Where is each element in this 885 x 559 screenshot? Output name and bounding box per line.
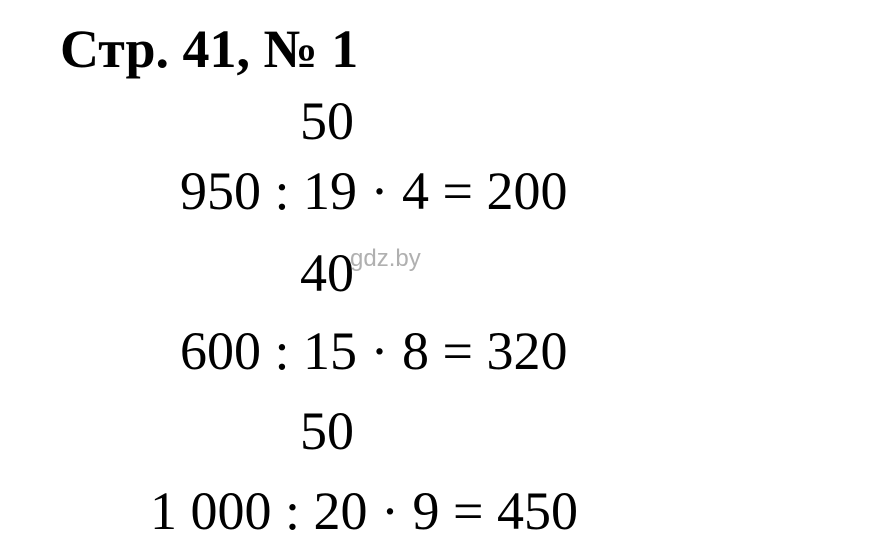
calc-3-equation: 1 000 : 20 · 9 = 450 [150,480,578,542]
calc-1-equation: 950 : 19 · 4 = 200 [180,160,567,222]
page: Стр. 41, № 1 50 950 : 19 · 4 = 200 40 gd… [0,0,885,559]
calc-3-intermediate: 50 [300,400,354,462]
calc-2-intermediate: 40 [300,242,354,304]
calc-2-equation: 600 : 15 · 8 = 320 [180,320,567,382]
watermark-text: gdz.by [350,245,421,273]
page-title: Стр. 41, № 1 [60,18,358,80]
calc-1-intermediate: 50 [300,90,354,152]
